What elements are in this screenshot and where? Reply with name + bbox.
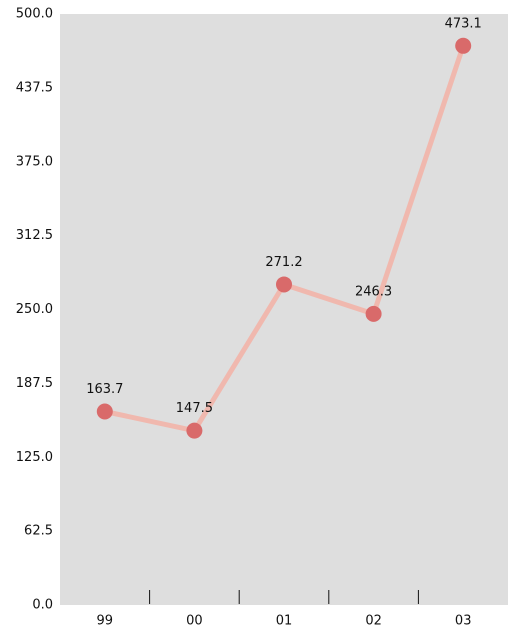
x-tick-label: 99 <box>97 614 114 629</box>
x-tick-label: 03 <box>455 614 472 629</box>
data-label: 246.3 <box>355 284 392 299</box>
data-label: 271.2 <box>265 255 302 270</box>
data-label: 473.1 <box>445 16 482 31</box>
marker <box>365 305 382 322</box>
x-tick-label: 01 <box>276 614 293 629</box>
marker <box>455 37 472 54</box>
y-tick-label: 500.0 <box>16 7 53 22</box>
y-tick-label: 187.5 <box>16 376 53 391</box>
data-label: 163.7 <box>86 382 123 397</box>
y-tick-label: 125.0 <box>16 450 53 465</box>
x-tick-label: 02 <box>365 614 382 629</box>
y-tick-label: 62.5 <box>24 524 53 539</box>
y-tick-label: 0.0 <box>32 598 53 613</box>
y-tick-label: 250.0 <box>16 302 53 317</box>
x-tick-label: 00 <box>186 614 203 629</box>
y-tick-label: 312.5 <box>16 228 53 243</box>
marker <box>186 422 203 439</box>
y-tick-label: 375.0 <box>16 154 53 169</box>
plot-area <box>60 14 508 605</box>
marker <box>96 403 113 420</box>
y-tick-label: 437.5 <box>16 80 53 95</box>
data-label: 147.5 <box>176 401 213 416</box>
marker <box>276 276 292 293</box>
